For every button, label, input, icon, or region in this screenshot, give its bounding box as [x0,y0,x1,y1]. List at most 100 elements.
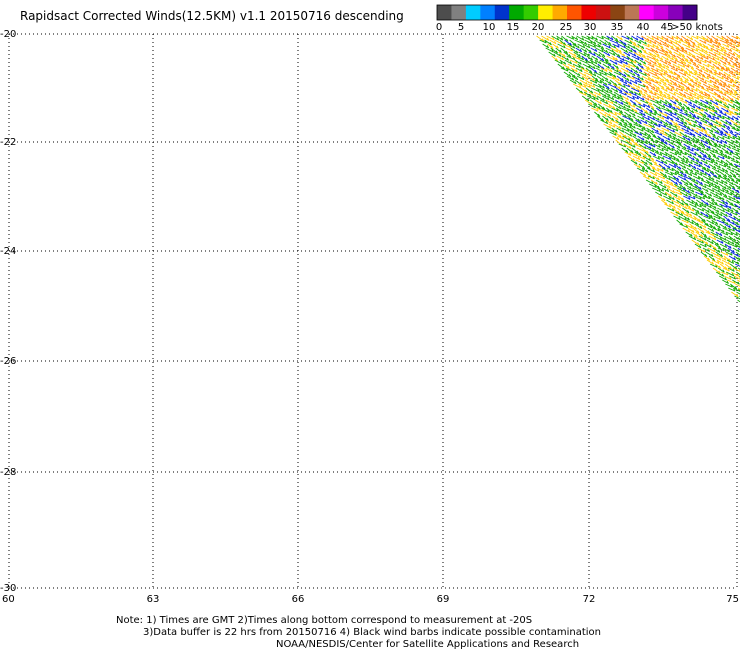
wind-barb-flag [696,48,699,52]
wind-barb [688,103,696,109]
wind-barb [699,151,707,158]
wind-barb-flag [730,130,734,134]
wind-barb-flag [618,54,621,58]
wind-barb [683,183,692,190]
wind-barb [711,187,721,193]
wind-barb [611,75,620,82]
wind-barb [646,127,654,134]
wind-barb [737,63,740,67]
wind-barb-flag [582,45,586,49]
wind-barb-flag [713,153,716,157]
wind-barb [668,143,675,149]
wind-barb-flag [697,57,700,61]
wind-barb [691,239,700,246]
wind-barb-flag [734,133,737,137]
wind-barb [729,263,738,270]
wind-barb-flag [736,253,739,257]
wind-barb [690,99,698,104]
wind-barb-flag [726,130,729,134]
wind-barb [639,171,646,177]
wind-barb [718,275,727,281]
wind-barb [618,51,626,57]
wind-barb [695,67,703,73]
wind-barb-flag [716,213,719,217]
wind-barb-flag [690,225,693,229]
wind-barb-flag [647,129,650,133]
wind-barb [722,227,731,232]
wind-barb [600,119,608,125]
wind-barb [735,231,740,236]
wind-barb-flag [663,104,666,108]
wind-barb [645,159,653,166]
wind-barb-flag [724,81,727,85]
y-axis-label: -20 [0,29,16,40]
wind-barb [722,135,730,140]
wind-barb [695,211,703,216]
wind-barb [653,143,661,148]
wind-barb [725,159,733,166]
wind-barb-flag [704,244,707,248]
wind-barb-flag [722,116,725,120]
wind-barb [685,139,692,145]
wind-barb [666,75,675,81]
wind-barb [697,207,705,212]
wind-barb [668,123,677,129]
wind-barb [670,211,679,217]
wind-barb [603,123,612,129]
wind-barb-flag [608,113,611,117]
wind-barb-flag [687,118,690,122]
wind-barb-flag [709,244,712,248]
wind-barb [593,71,602,77]
wind-barb-flag [712,189,715,193]
wind-barb [720,47,727,53]
wind-barb [563,71,572,78]
wind-barb-flag [733,126,736,130]
wind-barb-flag [635,109,638,113]
wind-barb-flag [700,101,703,105]
wind-barb [632,43,640,48]
wind-barb [714,111,722,118]
wind-barb [591,55,599,61]
wind-barb [683,71,691,77]
wind-barb-flag [688,73,691,77]
wind-barb [662,175,671,181]
wind-barb-flag [654,41,657,45]
wind-barb [588,91,597,98]
wind-barb-flag [693,236,697,240]
wind-barb [680,47,688,53]
wind-barb [697,155,706,161]
wind-barb-flag [608,93,611,97]
legend-swatch [653,5,669,20]
wind-barb [636,95,645,101]
wind-barb [732,135,740,141]
wind-barb [694,59,702,65]
wind-barb [632,95,639,100]
wind-barb-flag [689,213,693,217]
wind-barb [723,163,731,169]
wind-barb [689,79,698,85]
wind-barb-flag [681,117,684,121]
wind-barb-flag [620,89,623,93]
wind-barb [642,155,651,162]
wind-barb-flag [559,49,562,53]
wind-barb [655,139,664,145]
wind-barb [701,147,709,152]
wind-barb [708,91,717,96]
wind-barb [699,171,707,176]
wind-barb [728,287,736,292]
wind-barb-flag [710,122,714,126]
wind-barb-flag [657,177,660,181]
wind-barb-flag [724,61,727,65]
wind-barb-flag [624,134,627,138]
wind-barb [653,103,661,110]
wind-barb-flag [694,61,697,65]
wind-barb-flag [677,158,680,162]
wind-barb [721,259,731,265]
wind-barb-flag [691,96,694,100]
wind-barb-flag [706,214,709,218]
wind-barb-flag [629,40,633,44]
wind-barb [692,43,700,49]
wind-barb-flag [666,65,670,69]
wind-barb [694,131,702,137]
wind-barb-flag [699,42,703,46]
